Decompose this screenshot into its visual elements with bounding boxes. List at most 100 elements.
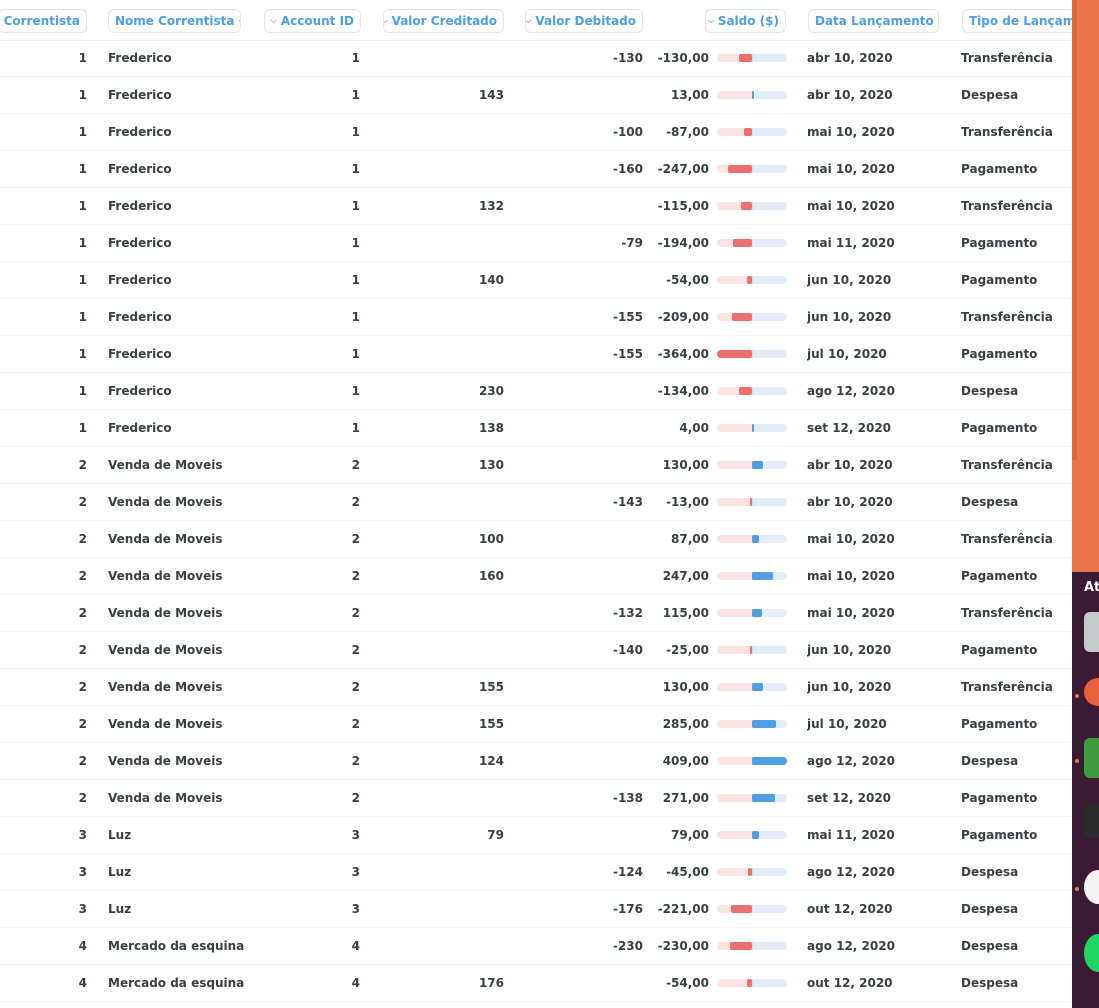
- table-row[interactable]: 1 Frederico 1 -79 -194,00 mai 11, 2020 Pagamen…: [0, 225, 1072, 262]
- activities-label[interactable]: At: [1084, 580, 1099, 595]
- table-row[interactable]: 2 Venda de Moveis 2 155 130,00 jun 10, 2020 Tr…: [0, 669, 1072, 706]
- saldo-bar: [717, 313, 787, 321]
- cell-nome-correntista: Frederico: [108, 125, 172, 139]
- cell-valor-debitado: [525, 188, 643, 224]
- cell-data-lancamento: abr 10, 2020: [807, 458, 893, 472]
- table-row[interactable]: 2 Venda de Moveis 2 160 247,00 mai 10, 2020 Pa…: [0, 558, 1072, 595]
- cell-valor-debitado: -124: [612, 865, 643, 879]
- column-header-id-correntista[interactable]: Id Correntista: [0, 9, 87, 33]
- saldo-bar-fill: [752, 91, 754, 99]
- table-row[interactable]: 2 Venda de Moveis 2 100 87,00 mai 10, 2020 Tra…: [0, 521, 1072, 558]
- column-header-saldo[interactable]: ⌵ Saldo ($): [705, 9, 786, 33]
- saldo-bar: [717, 831, 787, 839]
- cell-nome-correntista: Frederico: [108, 88, 172, 102]
- table-row[interactable]: 2 Venda de Moveis 2 124 409,00 ago 12, 2020 De…: [0, 743, 1072, 780]
- dock: At: [1072, 572, 1099, 1008]
- cell-id-correntista: 1: [78, 199, 87, 213]
- cell-id-correntista: 2: [78, 791, 87, 805]
- cell-saldo: -221,00: [657, 902, 709, 916]
- cell-id-correntista: 1: [78, 273, 87, 287]
- cell-nome-correntista: Venda de Moveis: [108, 606, 223, 620]
- column-header-label: Saldo ($): [717, 14, 779, 28]
- table-row[interactable]: 3 Luz 3 79 79,00 mai 11, 2020 Pagamento: [0, 817, 1072, 854]
- cell-id-correntista: 1: [78, 236, 87, 250]
- cell-account-id: 3: [351, 828, 360, 842]
- cell-valor-debitado: [525, 743, 643, 779]
- cell-saldo: -364,00: [657, 347, 709, 361]
- table-row[interactable]: 1 Frederico 1 -155 -364,00 jul 10, 2020 Pagame…: [0, 336, 1072, 373]
- table-row[interactable]: 4 Mercado da esquina 4 176 -54,00 out 12, 202…: [0, 965, 1072, 1002]
- table-row[interactable]: 1 Frederico 1 230 -134,00 ago 12, 2020 Despesa: [0, 373, 1072, 410]
- saldo-bar-fill: [752, 757, 787, 765]
- cell-valor-creditado: 130: [478, 458, 504, 472]
- saldo-bar: [717, 905, 787, 913]
- cell-data-lancamento: jun 10, 2020: [807, 310, 892, 324]
- table-row[interactable]: 4 Mercado da esquina 4 -230 -230,00 ago 12, 2…: [0, 928, 1072, 965]
- table-row[interactable]: 1 Frederico 1 -100 -87,00 mai 10, 2020 Transfe…: [0, 114, 1072, 151]
- cell-data-lancamento: ago 12, 2020: [807, 939, 895, 953]
- column-header-label: Account ID: [280, 14, 354, 28]
- files-icon[interactable]: [1084, 612, 1099, 652]
- cell-tipo-lancamento: Pagamento: [961, 162, 1038, 176]
- terminal-icon[interactable]: [1084, 804, 1099, 838]
- chevron-down-icon: ⌵: [384, 16, 388, 26]
- table-row[interactable]: 1 Frederico 1 -160 -247,00 mai 10, 2020 Pagame…: [0, 151, 1072, 188]
- table-row[interactable]: 2 Venda de Moveis 2 -140 -25,00 jun 10, 2020 P…: [0, 632, 1072, 669]
- cell-nome-correntista: Venda de Moveis: [108, 791, 223, 805]
- cell-account-id: 4: [351, 976, 360, 990]
- firefox-icon[interactable]: [1084, 678, 1099, 706]
- cell-data-lancamento: mai 11, 2020: [807, 236, 895, 250]
- cell-saldo: -194,00: [657, 236, 709, 250]
- table-row[interactable]: 1 Frederico 1 -130 -130,00 abr 10, 2020 Transf…: [0, 40, 1072, 77]
- column-header-data-lancamento[interactable]: Data Lançamento ⌵: [808, 9, 939, 33]
- column-header-valor-creditado[interactable]: ⌵Valor Creditado: [383, 9, 504, 33]
- cell-valor-creditado: 132: [478, 199, 504, 213]
- saldo-bar-fill: [752, 794, 775, 802]
- column-header-nome-correntista[interactable]: Nome Correntista ⌵: [108, 9, 241, 33]
- table-row[interactable]: 2 Venda de Moveis 2 -138 271,00 set 12, 2020 P…: [0, 780, 1072, 817]
- cell-tipo-lancamento: Pagamento: [961, 273, 1038, 287]
- table-header: Id Correntista Nome Correntista⌵ ⌵Accoun…: [0, 0, 1072, 41]
- spreadsheet-icon[interactable]: [1084, 738, 1099, 778]
- table-row[interactable]: 1 Frederico 1 138 4,00 set 12, 2020 Pagamento: [0, 410, 1072, 447]
- cell-id-correntista: 1: [78, 421, 87, 435]
- table-row[interactable]: 1 Frederico 1 -155 -209,00 jun 10, 2020 Transf…: [0, 299, 1072, 336]
- saldo-bar: [717, 239, 787, 247]
- running-indicator: [1075, 887, 1079, 891]
- cell-nome-correntista: Frederico: [108, 51, 172, 65]
- column-header-tipo-lancamento[interactable]: Tipo de Lançamen: [962, 9, 1072, 33]
- cell-nome-correntista: Venda de Moveis: [108, 458, 223, 472]
- cell-saldo: -247,00: [657, 162, 709, 176]
- column-header-valor-debitado[interactable]: ⌵ Valor Debitado: [525, 9, 643, 33]
- saldo-bar-fill: [732, 313, 752, 321]
- table-row[interactable]: 2 Venda de Moveis 2 -143 -13,00 abr 10, 2020 D…: [0, 484, 1072, 521]
- spotify-icon[interactable]: [1084, 934, 1099, 972]
- table-row[interactable]: 3 Luz 3 -124 -45,00 ago 12, 2020 Despesa: [0, 854, 1072, 891]
- table-row[interactable]: 1 Frederico 1 132 -115,00 mai 10, 2020 Transfe…: [0, 188, 1072, 225]
- cell-valor-debitado: -100: [612, 125, 643, 139]
- saldo-bar-fill: [752, 424, 754, 432]
- saldo-bar-fill: [750, 498, 752, 506]
- slack-icon[interactable]: [1084, 870, 1099, 904]
- column-header-account-id[interactable]: ⌵ Account ID: [264, 9, 361, 33]
- table-row[interactable]: 3 Luz 3 -176 -221,00 out 12, 2020 Despesa: [0, 891, 1072, 928]
- table-row[interactable]: 1 Frederico 1 143 13,00 abr 10, 2020 Despesa: [0, 77, 1072, 114]
- cell-valor-debitado: -230: [612, 939, 643, 953]
- cell-nome-correntista: Luz: [108, 828, 132, 842]
- cell-saldo: -115,00: [657, 199, 709, 213]
- cell-id-correntista: 2: [78, 680, 87, 694]
- table-row[interactable]: 1 Frederico 1 140 -54,00 jun 10, 2020 Pagament…: [0, 262, 1072, 299]
- table-row[interactable]: 2 Venda de Moveis 2 -132 115,00 mai 10, 2020 T…: [0, 595, 1072, 632]
- cell-tipo-lancamento: Transferência: [961, 125, 1053, 139]
- saldo-bar: [717, 128, 787, 136]
- table-row[interactable]: 2 Venda de Moveis 2 155 285,00 jul 10, 2020 Pa…: [0, 706, 1072, 743]
- cell-nome-correntista: Venda de Moveis: [108, 643, 223, 657]
- cell-account-id: 1: [351, 162, 360, 176]
- chevron-down-icon: ⌵: [525, 16, 532, 25]
- cell-account-id: 2: [351, 680, 360, 694]
- table-row[interactable]: 2 Venda de Moveis 2 130 130,00 abr 10, 2020 Tr…: [0, 447, 1072, 484]
- cell-account-id: 1: [351, 88, 360, 102]
- data-table: Id Correntista Nome Correntista⌵ ⌵Accoun…: [0, 0, 1072, 1002]
- cell-saldo: 115,00: [662, 606, 709, 620]
- saldo-bar-fill: [752, 720, 776, 728]
